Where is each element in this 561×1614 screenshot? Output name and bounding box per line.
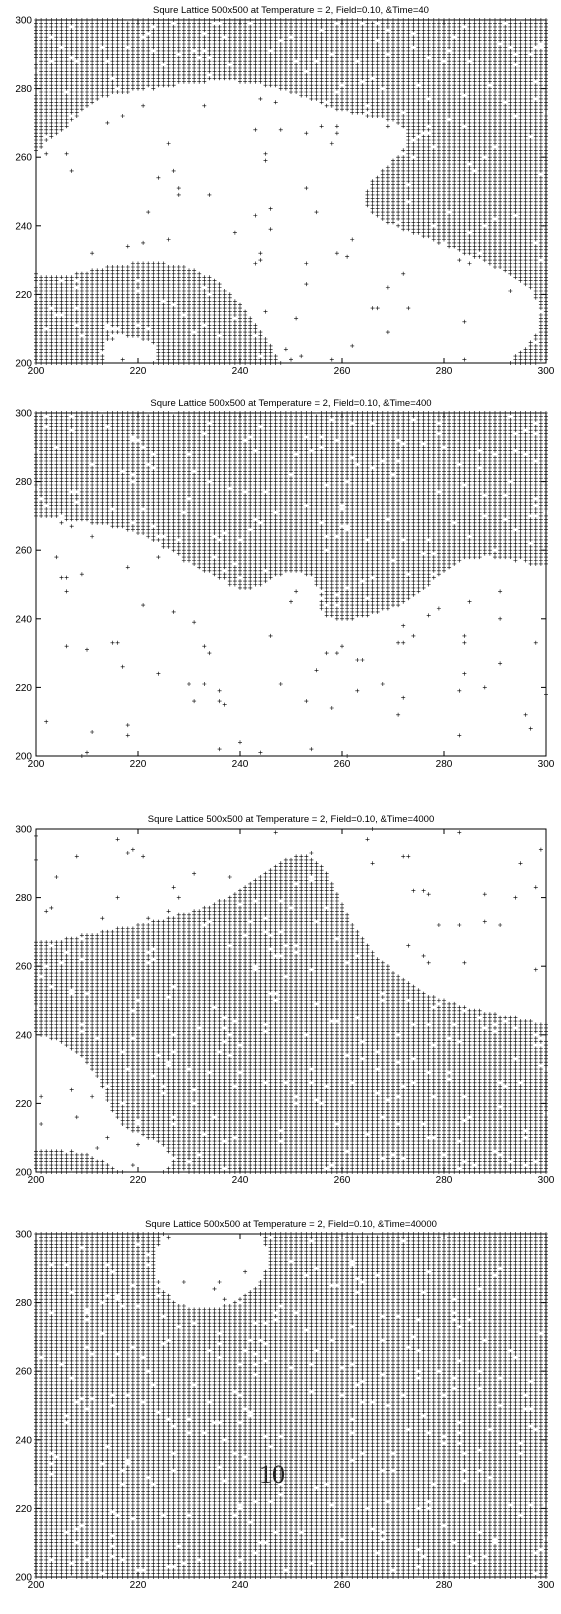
y-tick-label: 240 (15, 614, 32, 625)
x-tick-label: 240 (232, 1580, 249, 1591)
lattice-spins (34, 411, 548, 758)
spin-markers (34, 411, 548, 758)
spin-markers (34, 1232, 548, 1579)
lattice-chart-3: Squre Lattice 500x500 at Temperature = 2… (15, 814, 555, 1186)
lattice-panel-time-40000: Squre Lattice 500x500 at Temperature = 2… (0, 1214, 561, 1614)
x-tick-label: 200 (28, 1580, 45, 1591)
x-tick-label: 200 (28, 366, 45, 377)
lattice-spins (34, 827, 548, 1174)
y-tick-label: 240 (15, 1030, 32, 1041)
y-tick-label: 220 (15, 1099, 32, 1110)
x-tick-label: 300 (538, 1580, 555, 1591)
page-number: 10 (259, 1460, 285, 1489)
y-tick-label: 220 (15, 1504, 32, 1515)
y-tick-label: 280 (15, 84, 32, 95)
x-tick-label: 280 (436, 1175, 453, 1186)
y-tick-label: 300 (15, 1230, 32, 1241)
lattice-panel-time-4000: Squre Lattice 500x500 at Temperature = 2… (0, 809, 561, 1209)
x-tick-label: 260 (334, 366, 351, 377)
y-tick-label: 280 (15, 893, 32, 904)
x-tick-label: 220 (130, 1580, 147, 1591)
y-tick-label: 220 (15, 290, 32, 301)
x-tick-label: 220 (130, 1175, 147, 1186)
y-tick-label: 260 (15, 962, 32, 973)
x-tick-label: 240 (232, 759, 249, 770)
y-tick-label: 240 (15, 1435, 32, 1446)
chart-title: Squre Lattice 500x500 at Temperature = 2… (148, 814, 435, 825)
y-tick-label: 260 (15, 153, 32, 164)
lattice-panel-time-40: Squre Lattice 500x500 at Temperature = 2… (0, 0, 561, 400)
y-tick-label: 200 (15, 359, 32, 370)
lattice-chart-1: Squre Lattice 500x500 at Temperature = 2… (15, 5, 555, 377)
y-tick-label: 280 (15, 477, 32, 488)
x-tick-label: 260 (334, 1580, 351, 1591)
lattice-chart-4: Squre Lattice 500x500 at Temperature = 2… (15, 1219, 555, 1591)
lattice-spins (34, 1232, 548, 1579)
x-tick-label: 300 (538, 366, 555, 377)
chart-title: Squre Lattice 500x500 at Temperature = 2… (145, 1219, 437, 1230)
x-tick-label: 280 (436, 759, 453, 770)
y-tick-label: 200 (15, 1168, 32, 1179)
chart-title: Squre Lattice 500x500 at Temperature = 2… (153, 5, 429, 16)
y-tick-label: 200 (15, 1573, 32, 1584)
x-tick-label: 300 (538, 759, 555, 770)
y-tick-label: 300 (15, 409, 32, 420)
x-tick-label: 220 (130, 366, 147, 377)
chart-title: Squre Lattice 500x500 at Temperature = 2… (150, 398, 431, 409)
spin-markers (34, 827, 548, 1174)
x-tick-label: 280 (436, 1580, 453, 1591)
lattice-chart-2: Squre Lattice 500x500 at Temperature = 2… (15, 398, 555, 770)
y-tick-label: 300 (15, 16, 32, 27)
plot-frame (35, 1233, 547, 1578)
y-tick-label: 260 (15, 546, 32, 557)
lattice-spins (34, 18, 548, 365)
plot-frame (35, 828, 547, 1173)
y-tick-label: 280 (15, 1298, 32, 1309)
y-tick-label: 300 (15, 825, 32, 836)
y-tick-label: 200 (15, 752, 32, 763)
x-tick-label: 300 (538, 1175, 555, 1186)
plot-frame (35, 19, 547, 364)
x-tick-label: 280 (436, 366, 453, 377)
x-tick-label: 200 (28, 1175, 45, 1186)
x-tick-label: 200 (28, 759, 45, 770)
y-tick-label: 220 (15, 683, 32, 694)
plot-frame (35, 412, 547, 757)
x-tick-label: 260 (334, 759, 351, 770)
spin-markers (34, 18, 548, 365)
y-tick-label: 260 (15, 1367, 32, 1378)
lattice-panel-time-400: Squre Lattice 500x500 at Temperature = 2… (0, 393, 561, 793)
x-tick-label: 260 (334, 1175, 351, 1186)
x-tick-label: 220 (130, 759, 147, 770)
x-tick-label: 240 (232, 366, 249, 377)
x-tick-label: 240 (232, 1175, 249, 1186)
y-tick-label: 240 (15, 221, 32, 232)
